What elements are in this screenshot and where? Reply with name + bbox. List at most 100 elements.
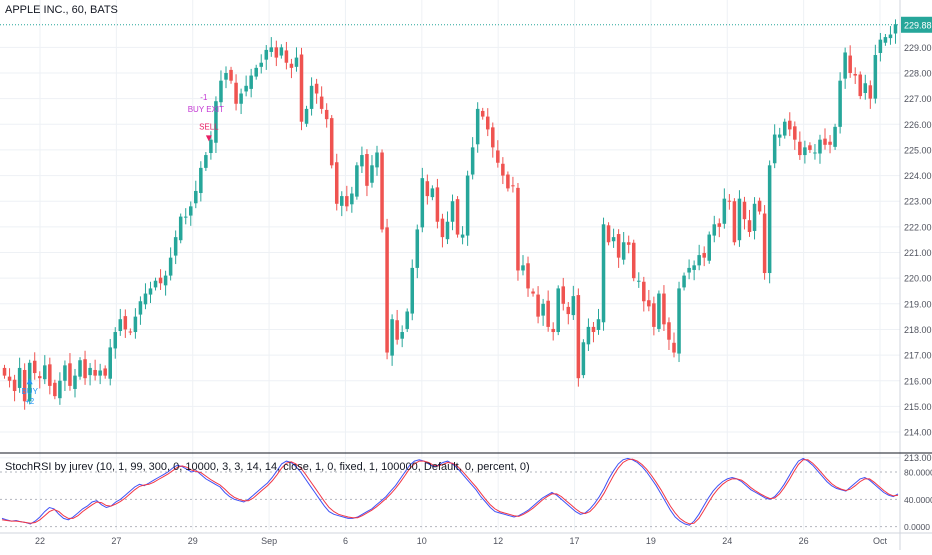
candle-body [37, 376, 42, 379]
candle-body [370, 165, 374, 183]
candle-body [390, 319, 394, 356]
candle-body [626, 242, 631, 245]
candle-body [173, 237, 178, 256]
candle-body [883, 37, 888, 43]
annotation-layer: BUY+2 -1 BUY EXIT SELL [21, 93, 224, 406]
candle-body [329, 118, 334, 166]
price-axis-tick-label: 221.00 [904, 248, 932, 258]
stochrsi-d-line [1, 458, 899, 525]
price-axis-tick-label: 216.00 [904, 376, 932, 386]
candle-body [53, 382, 57, 397]
buy-arrow-icon [26, 378, 33, 385]
candle-body [576, 295, 581, 379]
candle-body [284, 50, 289, 63]
candle-body [788, 120, 792, 130]
price-axis-tick-label: 222.00 [904, 222, 932, 232]
candle-body [345, 196, 349, 207]
candle-body [631, 242, 636, 279]
candle-body [103, 368, 107, 376]
candle-body [501, 163, 505, 176]
candle-body [128, 331, 133, 333]
candle-body [420, 178, 425, 228]
candle-body [334, 162, 339, 204]
candle-body [63, 365, 67, 381]
price-axis-tick-label: 223.00 [904, 197, 932, 207]
candle-body [793, 126, 797, 140]
time-axis-tick-label: 27 [111, 536, 121, 546]
price-axis-tick-label: 219.00 [904, 299, 932, 309]
candle-body [611, 237, 616, 242]
candle-body [581, 342, 586, 376]
time-axis-tick-label: 22 [35, 536, 45, 546]
price-axis-tick-label: 218.00 [904, 325, 932, 335]
candle-body [536, 294, 540, 317]
candle-body [415, 229, 420, 268]
candle-body [601, 224, 606, 323]
candle-body [873, 55, 878, 99]
candle-body [707, 234, 711, 261]
candle-body [435, 187, 440, 222]
candle-body [199, 167, 203, 194]
candle-body [803, 147, 807, 156]
candle-body [833, 126, 837, 147]
candle-body [269, 47, 274, 52]
candle-body [405, 311, 409, 329]
candle-body [677, 288, 681, 354]
candle-body [98, 370, 102, 376]
candle-body [279, 47, 284, 56]
candle-body [108, 347, 112, 379]
candle-body [782, 121, 787, 136]
buy-sub-label: +2 [25, 397, 35, 406]
candle-body [702, 253, 706, 258]
buy-label: BUY [21, 387, 38, 396]
candle-body [566, 306, 571, 315]
candle-body [772, 134, 777, 164]
candle-body [893, 24, 898, 34]
candle-body [234, 82, 238, 104]
candle-body [586, 326, 591, 345]
candle-body [546, 300, 550, 327]
candle-body [2, 367, 7, 376]
candle-body [254, 67, 258, 77]
candle-body [621, 242, 626, 260]
sell-arrow-icon [205, 135, 212, 142]
candle-layer [2, 19, 898, 410]
price-axis-tick-label: 225.00 [904, 145, 932, 155]
candle-body [350, 193, 354, 205]
candle-body [777, 134, 782, 138]
candle-body [204, 155, 208, 168]
candle-body [747, 220, 752, 232]
price-axis-tick-label: 229.00 [904, 43, 932, 53]
candle-body [73, 375, 77, 389]
time-axis-tick-label: 24 [722, 536, 732, 546]
candle-body [319, 96, 324, 109]
candle-body [596, 319, 601, 330]
last-price-label: 229.88 [904, 20, 932, 30]
time-axis-tick-label: 10 [417, 536, 427, 546]
oscillator-layer [0, 457, 900, 528]
candle-body [813, 152, 817, 154]
candle-body [798, 141, 802, 156]
candle-body [158, 277, 163, 284]
time-axis-tick-label: 17 [570, 536, 580, 546]
candle-body [722, 198, 727, 224]
candle-body [455, 199, 460, 235]
candle-body [667, 322, 671, 340]
price-axis-tick-label: 213.00 [904, 453, 932, 463]
time-axis-tick-label: Sep [261, 536, 277, 546]
candle-body [742, 201, 747, 220]
candle-body [717, 223, 722, 227]
candle-body [113, 332, 118, 349]
candle-body [642, 281, 646, 302]
candle-body [732, 201, 737, 243]
candle-body [712, 224, 717, 236]
candle-body [425, 181, 430, 197]
price-axis-tick-label: 226.00 [904, 120, 932, 130]
candle-body [697, 255, 701, 266]
price-axis-tick-label: 220.00 [904, 274, 932, 284]
candle-body [818, 139, 822, 154]
candle-body [410, 267, 415, 314]
candle-body [516, 187, 520, 271]
